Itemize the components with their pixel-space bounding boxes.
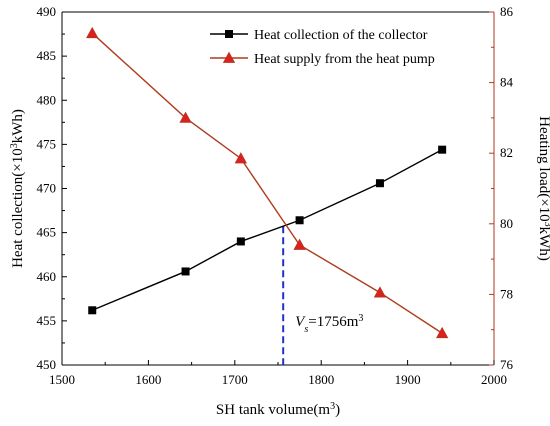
y-right-tick-label: 84 <box>500 75 514 90</box>
data-point-triangle <box>179 111 192 123</box>
legend-marker-square <box>225 30 233 38</box>
y-left-tick-label: 480 <box>37 92 57 107</box>
data-point-triangle <box>435 326 449 339</box>
data-point-triangle <box>293 238 306 250</box>
x-tick-label: 1500 <box>49 372 75 387</box>
data-point-triangle <box>234 152 248 164</box>
data-point-square <box>375 179 384 188</box>
data-point-square <box>295 216 304 225</box>
y-left-tick-label: 455 <box>37 313 57 328</box>
y-left-tick-label: 475 <box>37 136 57 151</box>
data-point-triangle <box>373 286 387 298</box>
y-right-tick-label: 78 <box>500 286 513 301</box>
x-tick-label: 1900 <box>395 372 421 387</box>
data-point-square <box>181 267 190 276</box>
y-right-axis-title: Heating load(×103kWh) <box>536 116 550 261</box>
y-right-tick-label: 80 <box>500 216 513 231</box>
data-point-square <box>438 145 447 154</box>
legend-label-0: Heat collection of the collector <box>254 28 428 43</box>
annotation-label: Vs=1756m3 <box>295 313 363 335</box>
data-point-square <box>236 237 245 246</box>
y-left-tick-label: 465 <box>37 225 57 240</box>
legend-label-1: Heat supply from the heat pump <box>254 52 435 67</box>
y-right-tick-label: 82 <box>500 145 513 160</box>
data-point-triangle <box>86 26 99 39</box>
y-left-tick-label: 460 <box>37 269 57 284</box>
y-left-tick-label: 450 <box>37 357 57 372</box>
x-tick-label: 1700 <box>222 372 248 387</box>
x-axis-title: SH tank volume(m3) <box>216 401 340 419</box>
legend-marker-triangle <box>222 51 236 63</box>
y-left-tick-label: 470 <box>37 181 57 196</box>
series-line-1 <box>91 32 443 334</box>
x-tick-label: 1800 <box>308 372 334 387</box>
y-left-tick-label: 490 <box>37 4 57 19</box>
y-right-tick-label: 86 <box>500 4 514 19</box>
y-left-axis-title: Heat collection(×103kWh) <box>9 109 27 268</box>
y-left-tick-label: 485 <box>37 48 57 63</box>
x-tick-label: 1600 <box>135 372 161 387</box>
series-line-0 <box>91 149 443 311</box>
y-right-tick-label: 76 <box>500 357 514 372</box>
data-point-square <box>88 306 97 315</box>
plot-layer: 1500 1600 1700 1800 1900 2000 450 455 460 465 470 4… <box>9 4 550 418</box>
x-tick-label: 2000 <box>481 372 507 387</box>
